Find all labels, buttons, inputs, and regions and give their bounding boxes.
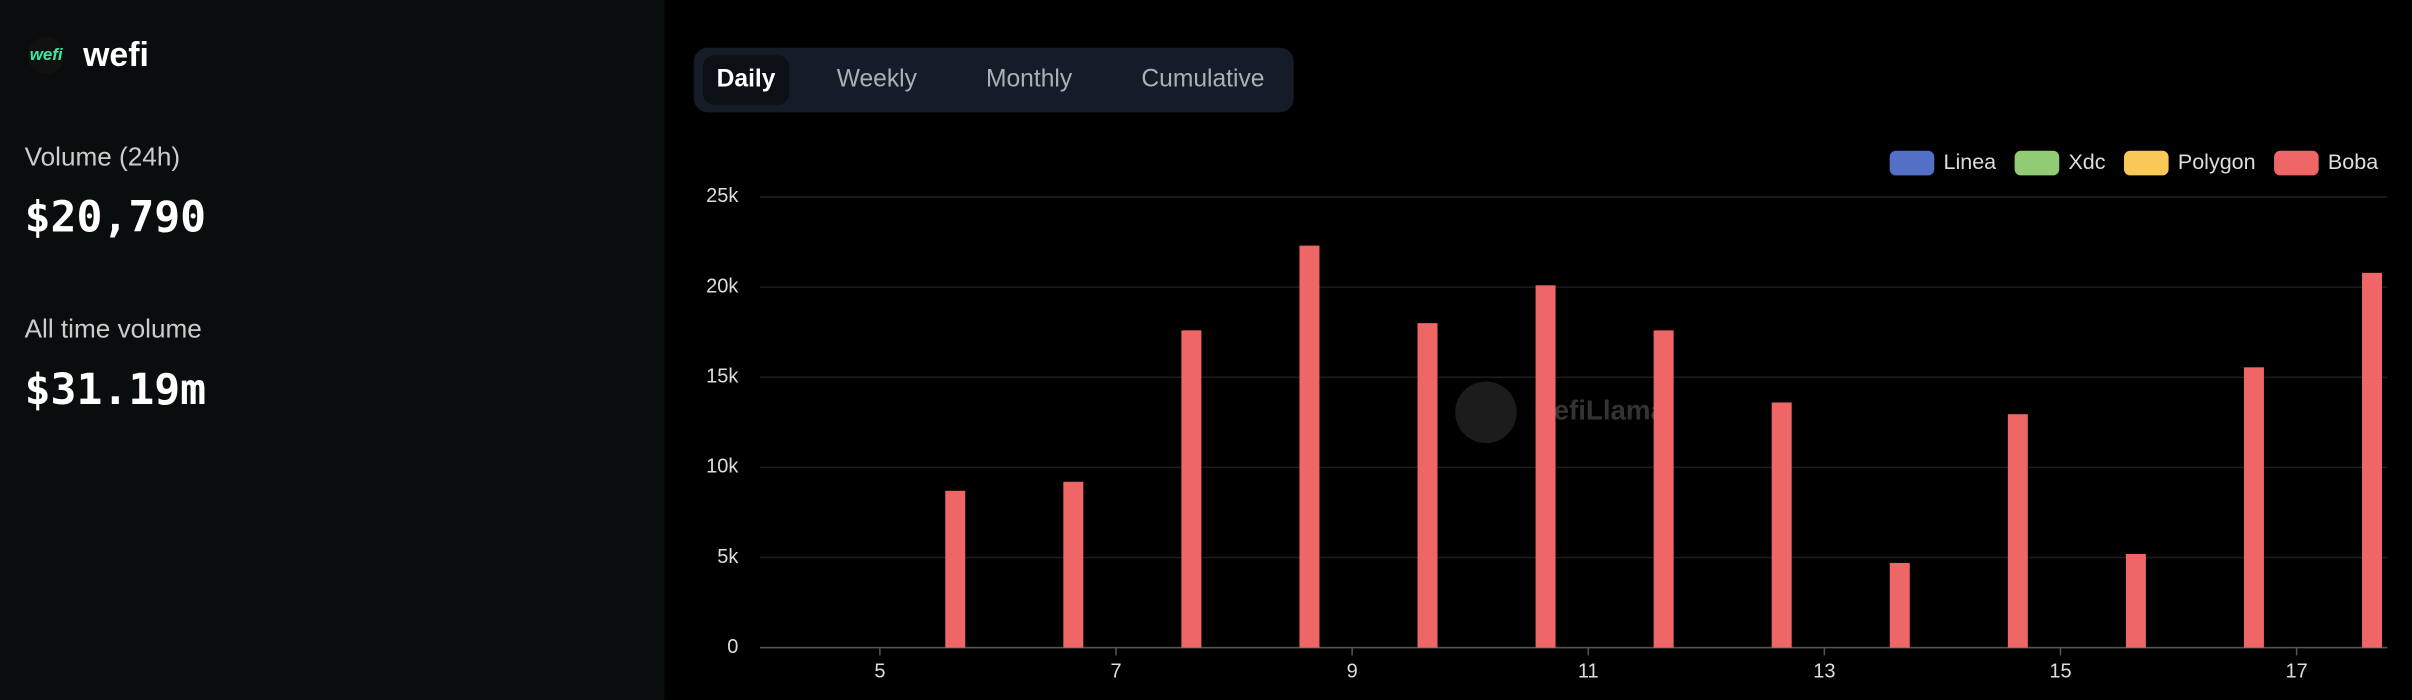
watermark-logo: [1455, 381, 1517, 444]
bar: [2125, 553, 2146, 648]
bar: [1535, 285, 1556, 648]
stat-label: Volume (24h): [25, 141, 180, 171]
legend-swatch[interactable]: [2014, 150, 2060, 176]
bar: [1063, 481, 1084, 648]
logo: wefi: [30, 45, 63, 64]
x-tick-label: 11: [1578, 661, 1599, 683]
bar: [1181, 330, 1202, 648]
bar: [1417, 323, 1438, 648]
stat-label: All time volume: [25, 314, 202, 344]
x-tick-label: 15: [2049, 661, 2071, 683]
tab[interactable]: Cumulative: [1141, 66, 1264, 93]
side-panel: [0, 0, 665, 700]
legend-label[interactable]: Boba: [2328, 150, 2378, 174]
legend-label[interactable]: Xdc: [2068, 150, 2105, 174]
legend-swatch[interactable]: [2124, 150, 2169, 176]
title: wefi: [82, 36, 149, 74]
tab[interactable]: Daily: [717, 66, 776, 93]
y-tick-label: 20k: [706, 275, 739, 297]
x-tick-label: 7: [1110, 661, 1121, 683]
bar: [2362, 272, 2383, 648]
tab[interactable]: Monthly: [986, 66, 1073, 93]
bar: [2243, 367, 2264, 648]
stat-value: $31.19m: [25, 365, 206, 415]
x-tick-label: 5: [874, 661, 885, 683]
y-tick-label: 5k: [717, 546, 739, 568]
tab[interactable]: Weekly: [837, 66, 918, 93]
legend-swatch[interactable]: [2274, 150, 2319, 176]
y-tick-label: 25k: [706, 185, 739, 207]
bar: [1889, 562, 1910, 648]
active-tab-bg: [702, 55, 790, 105]
x-tick-label: 13: [1813, 661, 1835, 683]
logo-bg: [27, 36, 65, 74]
bar: [945, 490, 966, 648]
legend-label[interactable]: Polygon: [2178, 150, 2256, 174]
y-tick-label: 15k: [706, 366, 739, 388]
tab-bar: [693, 47, 1294, 113]
stat-value: $20,790: [25, 193, 206, 243]
bar: [2007, 414, 2028, 648]
y-tick-label: 10k: [706, 456, 739, 478]
x-tick-label: 17: [2286, 661, 2308, 683]
x-tick-label: 9: [1347, 661, 1358, 683]
watermark: DefiLlama: [1534, 395, 1667, 426]
bar: [1771, 402, 1792, 648]
bar: [1299, 245, 1320, 648]
legend-swatch[interactable]: [1889, 150, 1935, 176]
bar: [1653, 330, 1674, 648]
legend-label[interactable]: Linea: [1944, 150, 1997, 174]
y-tick-label: 0: [727, 636, 738, 658]
